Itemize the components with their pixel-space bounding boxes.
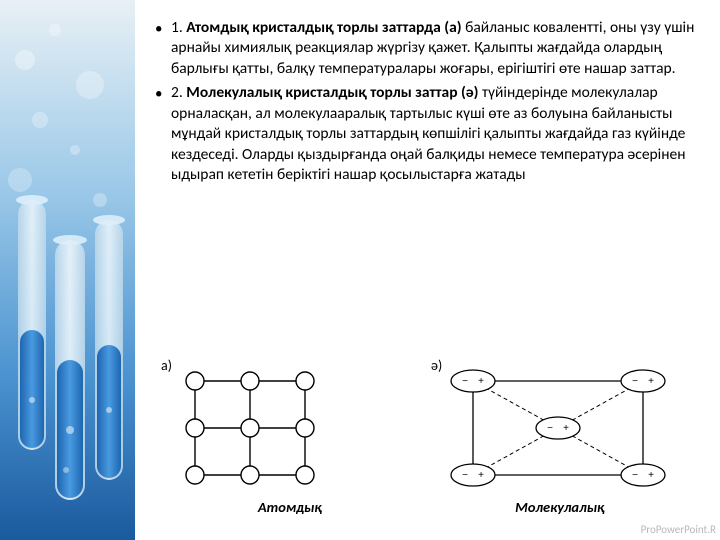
atomic-lattice-svg xyxy=(155,355,425,505)
svg-text:+: + xyxy=(478,376,484,387)
diagram-row: а) Атомдық ә) xyxy=(155,355,695,520)
diagram-atomic: а) Атомдық xyxy=(155,355,425,520)
paragraph-1: 1. Атомдық кристалдық торлы заттарда (а)… xyxy=(171,18,705,79)
svg-text:+: + xyxy=(478,470,484,481)
svg-text:−: − xyxy=(462,376,468,387)
chemistry-background xyxy=(0,0,135,540)
slide-text-content: • 1. Атомдық кристалдық торлы заттарда (… xyxy=(155,18,705,190)
diagram-a-caption: Атомдық xyxy=(155,498,425,516)
bullet-marker: • xyxy=(155,18,171,79)
svg-text:+: + xyxy=(563,423,569,434)
svg-text:−: − xyxy=(547,423,553,434)
diagram-b-caption: Молекулалық xyxy=(425,498,695,516)
svg-text:−: − xyxy=(462,470,468,481)
bullet-marker: • xyxy=(155,83,171,185)
diagram-b-label: ә) xyxy=(431,357,442,374)
molecular-lattice-svg: −+ −+ −+ −+ −+ xyxy=(425,355,695,505)
paragraph-2: 2. Молекулалық кристалдық торлы заттар (… xyxy=(171,83,705,185)
svg-text:+: + xyxy=(648,376,654,387)
watermark-text: ProPowerPoint.R xyxy=(641,523,716,536)
list-item: • 2. Молекулалық кристалдық торлы заттар… xyxy=(155,83,705,185)
diagram-molecular: ә) xyxy=(425,355,695,520)
svg-text:−: − xyxy=(632,470,638,481)
svg-text:+: + xyxy=(648,470,654,481)
diagram-a-label: а) xyxy=(161,357,172,374)
svg-text:−: − xyxy=(632,376,638,387)
list-item: • 1. Атомдық кристалдық торлы заттарда (… xyxy=(155,18,705,79)
